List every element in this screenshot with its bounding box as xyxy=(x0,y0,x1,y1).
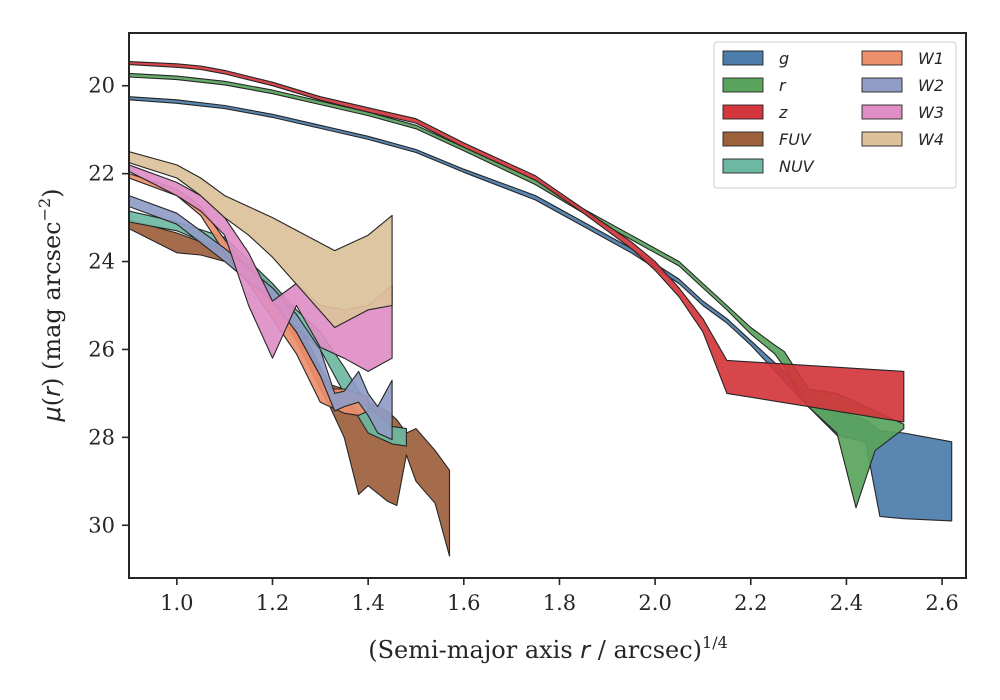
x-tick-label: 1.0 xyxy=(160,591,193,615)
legend-label-w1: W1 xyxy=(918,49,944,68)
legend-label-fuv: FUV xyxy=(779,130,812,149)
series-band-z xyxy=(129,61,905,423)
legend-label-nuv: NUV xyxy=(779,157,815,176)
legend-label-w2: W2 xyxy=(918,76,944,95)
x-axis: 1.0 1.2 1.4 1.6 1.8 2.0 2.2 2.4 2.6 xyxy=(160,578,959,615)
x-tick-label: 1.2 xyxy=(256,591,289,615)
x-tick-label: 2.4 xyxy=(830,591,863,615)
series-band-w3 xyxy=(129,164,393,372)
y-tick-label: 20 xyxy=(88,74,115,98)
y-tick-label: 24 xyxy=(88,250,115,274)
x-tick-label: 2.0 xyxy=(638,591,671,615)
legend-label-z: z xyxy=(778,103,788,122)
x-tick-label: 1.6 xyxy=(447,591,480,615)
legend-label-r: r xyxy=(779,76,787,95)
y-axis-label: μ(r) (mag arcsec−2) xyxy=(35,188,66,422)
legend-swatch-nuv xyxy=(722,158,764,174)
legend: grz FUV NUV W1 W2 W3 W4 xyxy=(713,41,957,189)
x-tick-label: 1.8 xyxy=(543,591,576,615)
legend-label-g: g xyxy=(779,49,789,68)
y-tick-label: 30 xyxy=(88,513,115,537)
legend-swatch-z xyxy=(722,104,764,120)
legend-swatch-w1 xyxy=(861,50,903,66)
y-tick-label: 28 xyxy=(88,425,115,449)
legend-swatch-fuv xyxy=(722,131,764,147)
y-axis-label-group: μ(r) (mag arcsec−2) xyxy=(35,188,66,422)
x-tick-label: 1.4 xyxy=(351,591,384,615)
series-band-g xyxy=(129,96,953,522)
x-axis-label: (Semi-major axis r / arcsec)1/4 xyxy=(368,633,728,664)
series-band-w4 xyxy=(129,151,393,329)
x-tick-label: 2.6 xyxy=(925,591,958,615)
legend-label-w3: W3 xyxy=(918,103,944,122)
legend-label-w4: W4 xyxy=(918,130,944,149)
legend-swatch-w2 xyxy=(861,77,903,93)
y-tick-label: 22 xyxy=(88,162,115,186)
plot-frame xyxy=(128,32,967,579)
legend-swatch-g xyxy=(722,50,764,66)
legend-swatch-r xyxy=(722,77,764,93)
legend-swatch-w3 xyxy=(861,104,903,120)
x-tick-label: 2.2 xyxy=(734,591,767,615)
series-layer xyxy=(129,61,953,557)
legend-swatch-w4 xyxy=(861,131,903,147)
y-axis: 20 22 24 26 28 30 xyxy=(88,74,129,537)
y-tick-label: 26 xyxy=(88,337,115,361)
